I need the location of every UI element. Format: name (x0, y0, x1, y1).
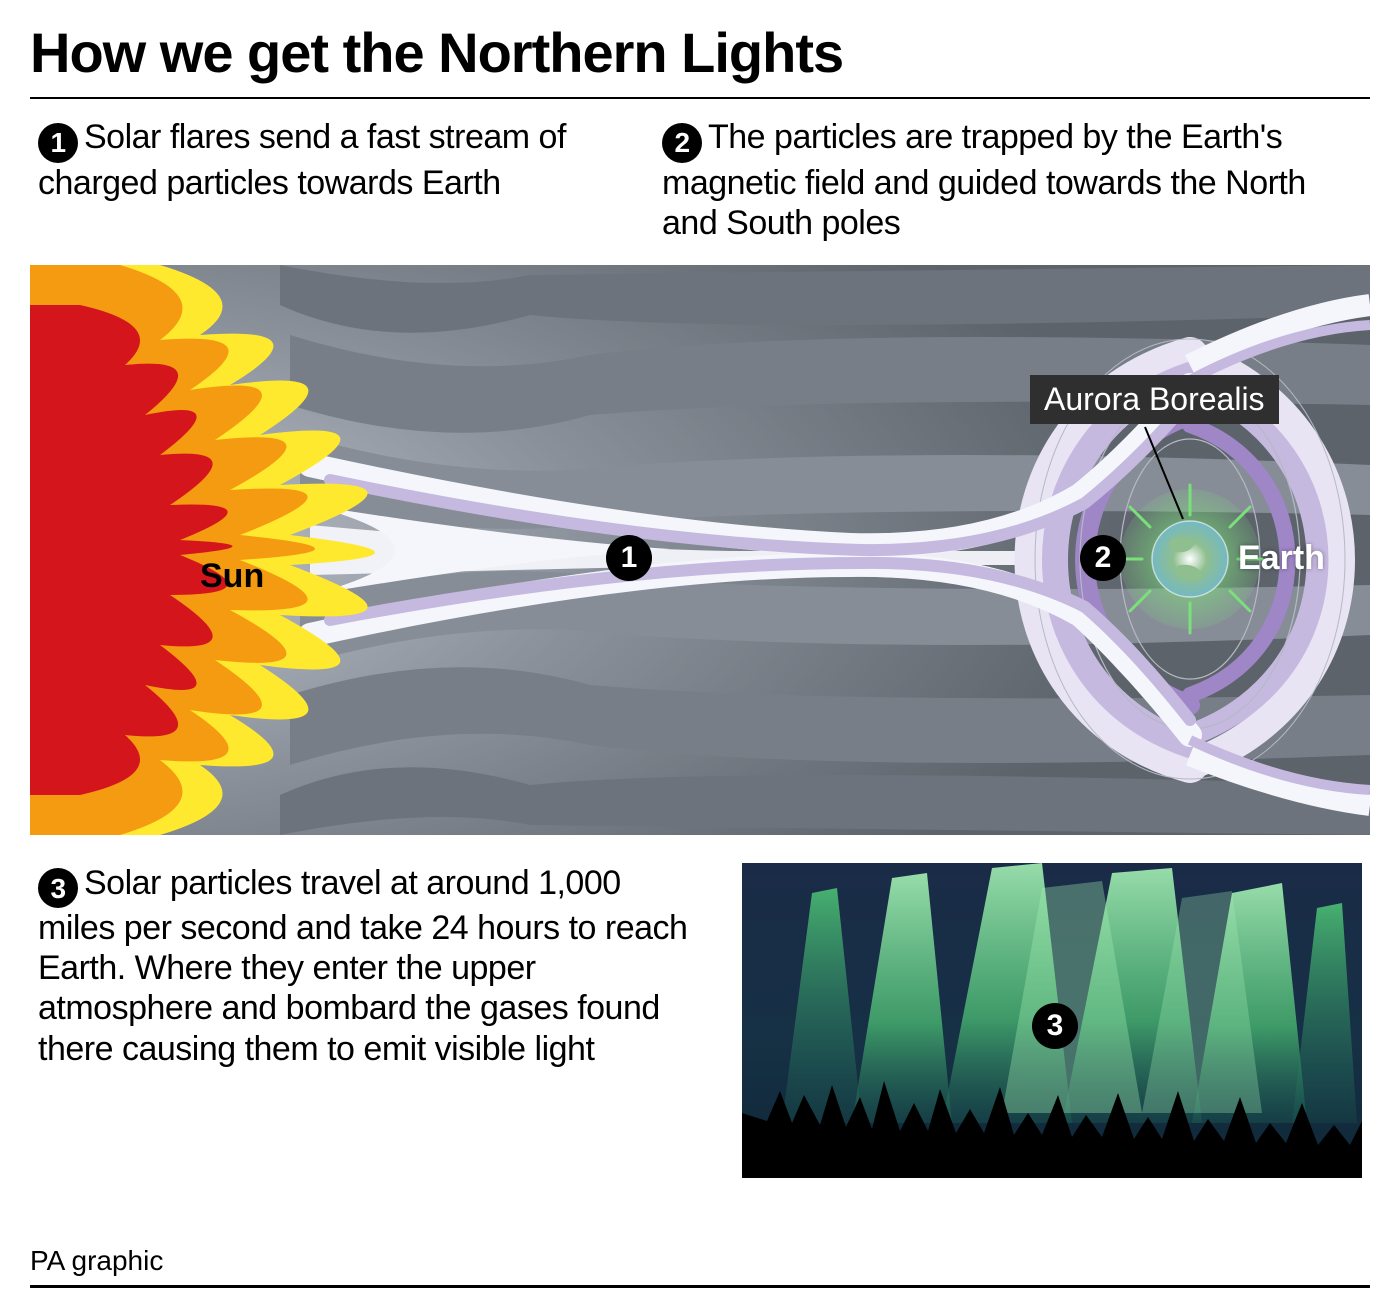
aurora-photo-panel: 3 (742, 863, 1362, 1178)
step-2-badge: 2 (662, 123, 702, 163)
diagram-svg (30, 265, 1370, 835)
diagram-badge-2: 2 (1080, 535, 1126, 581)
page-title: How we get the Northern Lights (30, 20, 1370, 99)
sun-label: Sun (200, 557, 264, 596)
step-1: 1Solar flares send a fast stream of char… (38, 117, 602, 243)
step-2: 2The particles are trapped by the Earth'… (662, 117, 1362, 243)
step-3: 3Solar particles travel at around 1,000 … (38, 863, 702, 1178)
diagram-badge-3: 3 (1032, 1003, 1078, 1049)
aurora-callout: Aurora Borealis (1030, 375, 1279, 424)
step-1-text: Solar flares send a fast stream of charg… (38, 118, 566, 202)
steps-row: 1Solar flares send a fast stream of char… (30, 117, 1370, 243)
solar-wind-diagram: Sun 1 2 Earth Aurora Borealis (30, 265, 1370, 835)
earth-label: Earth (1238, 539, 1325, 578)
step-3-badge: 3 (38, 868, 78, 908)
step-2-text: The particles are trapped by the Earth's… (662, 118, 1306, 242)
diagram-badge-1: 1 (606, 535, 652, 581)
step-1-badge: 1 (38, 123, 78, 163)
step-3-text: Solar particles travel at around 1,000 m… (38, 864, 687, 1068)
credit-line: PA graphic (30, 1245, 1370, 1288)
bottom-row: 3Solar particles travel at around 1,000 … (30, 863, 1370, 1178)
